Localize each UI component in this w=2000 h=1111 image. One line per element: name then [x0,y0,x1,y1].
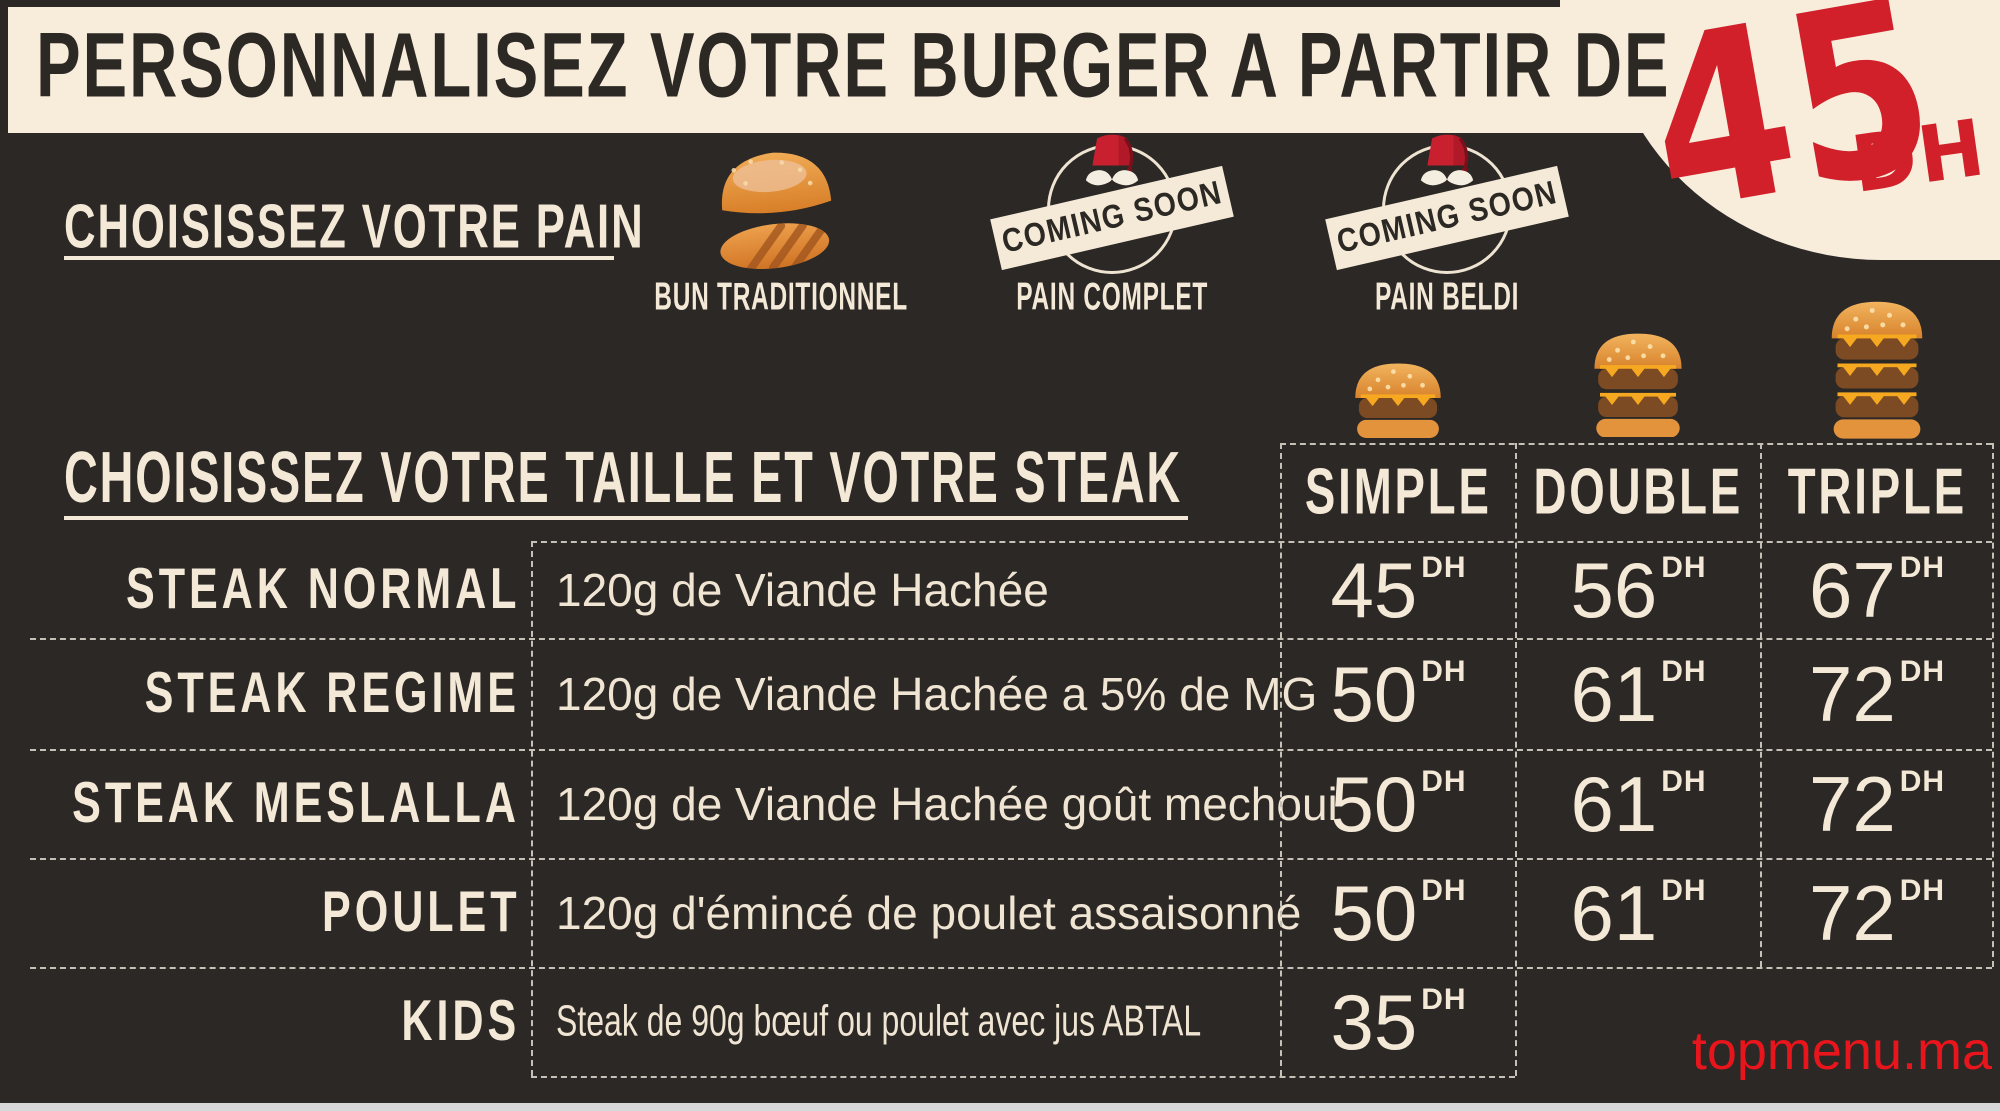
dashed-line [1760,443,1762,967]
dashed-line [531,541,1992,543]
price-triple: 72 DH [1808,868,1946,957]
bottom-edge-bar [0,1103,2000,1111]
price-simple: 45 DH [1330,545,1467,634]
row-description: 120g d'émincé de poulet assaisonné [556,886,1302,939]
dashed-line [531,541,533,1076]
row-name: STEAK REGIME [144,661,520,725]
top-edge-shadow [0,0,1560,7]
table-row: STEAK MESLALLA 120g de Viande Hachée goû… [0,749,2000,858]
row-name: STEAK NORMAL [125,557,520,621]
bread-section-title: CHOISISSEZ VOTRE PAIN [64,190,645,262]
row-name: POULET [321,880,520,944]
table-row: POULET 120g d'émincé de poulet assaisonn… [0,858,2000,967]
price-double: 61 DH [1570,868,1707,957]
price-simple: 35 DH [1330,977,1467,1066]
dashed-line [30,638,1992,640]
bread-option-label: PAIN BELDI [1374,275,1520,319]
price-blob: 45 DH [1604,0,2000,267]
price-triple: 72 DH [1808,649,1946,738]
fez-mustache-icon [1085,133,1139,186]
row-description: 120g de Viande Hachée a 5% de MG [556,667,1318,720]
burger-simple-icon [1355,363,1441,438]
starting-price-currency: DH [1846,103,1992,211]
row-name: KIDS [401,989,520,1053]
dashed-line [1515,443,1517,1076]
fez-mustache-icon [1420,133,1474,186]
bread-option-label: PAIN COMPLET [1016,275,1208,319]
bread-title-underline [64,256,614,260]
price-double: 61 DH [1570,649,1707,738]
dashed-line [1992,443,1994,967]
row-name: STEAK MESLALLA [72,771,520,835]
column-header-triple: TRIPLE [1787,456,1967,528]
row-description: 120g de Viande Hachée [556,563,1049,616]
dashed-line [30,967,1992,969]
size-title-underline [64,516,1188,520]
price-simple: 50 DH [1330,649,1467,738]
bread-option-bun-traditionnel: BUN TRADITIONNEL [605,128,945,328]
dashed-line [1280,443,1282,1076]
dashed-line [30,858,1992,860]
table-row: STEAK REGIME 120g de Viande Hachée a 5% … [0,638,2000,749]
table-row: KIDS Steak de 90g bœuf ou poulet avec ju… [0,967,2000,1076]
price-triple: 72 DH [1808,759,1946,848]
bread-option-pain-beldi: COMING SOON PAIN BELDI [1277,128,1617,328]
bread-option-label: BUN TRADITIONNEL [654,275,908,319]
size-section-title: CHOISISSEZ VOTRE TAILLE ET VOTRE STEAK [64,437,1183,519]
row-description: Steak de 90g bœuf ou poulet avec jus ABT… [556,996,1202,1046]
burger-double-icon [1594,333,1682,438]
price-simple: 50 DH [1330,868,1467,957]
column-header-double: DOUBLE [1533,456,1744,528]
dashed-line [30,749,1992,751]
watermark: topmenu.ma [1691,1021,1992,1081]
dashed-line [1280,443,1992,445]
bread-option-pain-complet: COMING SOON PAIN COMPLET [942,128,1282,328]
burger-triple-icon [1831,301,1923,439]
poster-title: PERSONNALISEZ VOTRE BURGER A PARTIR DE [36,14,1671,118]
price-simple: 50 DH [1330,759,1467,848]
price-double: 56 DH [1570,545,1707,634]
price-triple: 67 DH [1808,545,1946,634]
left-edge-shadow [0,0,8,133]
price-double: 61 DH [1570,759,1707,848]
row-description: 120g de Viande Hachée goût mechoui [556,777,1338,830]
dashed-line [531,1076,1515,1078]
table-row: STEAK NORMAL 120g de Viande Hachée 45 DH … [0,541,2000,638]
bun-icon [720,152,832,273]
column-header-simple: SIMPLE [1305,456,1492,528]
